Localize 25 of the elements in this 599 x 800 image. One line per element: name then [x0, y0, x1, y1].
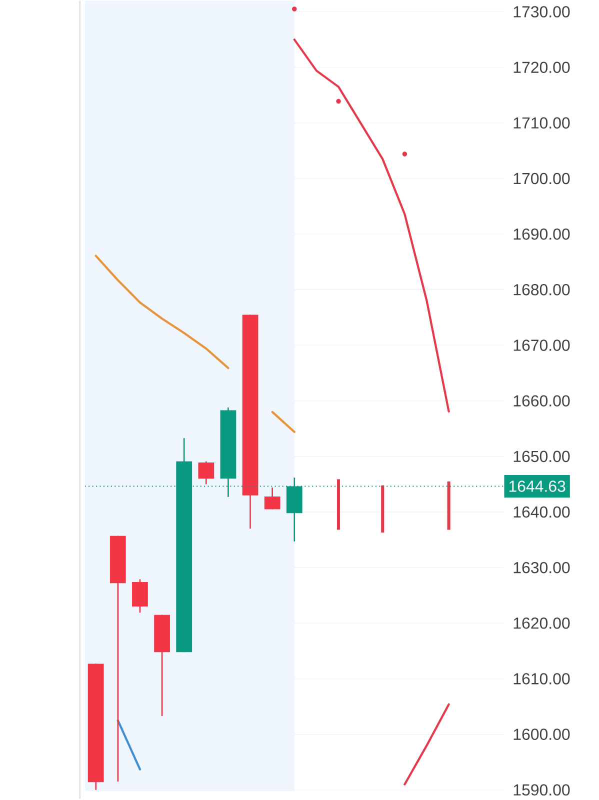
- point: [402, 152, 408, 156]
- y-tick-label: 1650.00: [514, 450, 570, 462]
- y-tick-label: 1620.00: [514, 618, 570, 629]
- ref-line-label: 1644.63: [510, 480, 566, 492]
- bar: [447, 481, 450, 530]
- y-tick-label: 1690.00: [514, 228, 570, 240]
- bar: [337, 479, 340, 530]
- candlestick: [198, 460, 214, 485]
- y-tick-label: 1730.00: [514, 6, 570, 18]
- y-tick-label: 1660.00: [514, 395, 570, 406]
- bar: [381, 485, 384, 533]
- candlestick: [264, 486, 280, 510]
- y-tick-label: 1610.00: [514, 673, 570, 684]
- y-tick-label: 1700.00: [514, 172, 570, 184]
- point: [292, 6, 297, 12]
- y-tick-label: 1710.00: [514, 117, 570, 129]
- y-tick-label: 1640.00: [514, 506, 570, 518]
- y-tick-label: 1720.00: [514, 62, 570, 73]
- line-series: [293, 38, 450, 412]
- y-tick-label: 1630.00: [514, 562, 570, 574]
- point: [336, 98, 342, 104]
- y-tick-label: 1680.00: [514, 284, 570, 296]
- y-tick-label: 1670.00: [514, 340, 570, 351]
- y-tick-label: 1590.00: [514, 784, 570, 796]
- y-tick-label: 1600.00: [514, 728, 570, 740]
